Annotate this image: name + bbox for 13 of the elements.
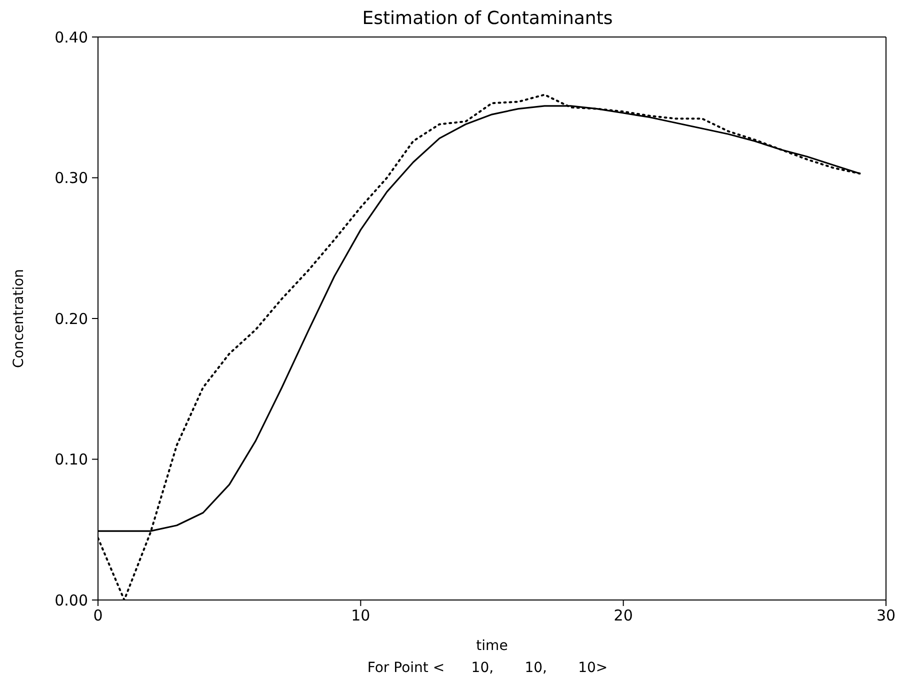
y-tick-label: 0.00: [54, 591, 88, 610]
text: For Point < 10, 10, 10>: [366, 660, 609, 676]
chart-title: Estimation of Contaminants: [361, 8, 614, 30]
x-tick-label: 0: [93, 606, 103, 625]
x-tick-label: 10: [351, 606, 370, 625]
x-axis-title: time: [476, 638, 508, 654]
x-tick-label: 20: [614, 606, 633, 625]
y-tick-label: 0.10: [54, 450, 88, 469]
y-tick-label: 0.20: [54, 310, 88, 328]
y-tick-label: 0.40: [54, 28, 88, 46]
x-tick-label: 30: [876, 606, 896, 625]
y-axis-title: Concentration: [10, 268, 27, 368]
y-tick-label: 0.30: [54, 169, 88, 188]
